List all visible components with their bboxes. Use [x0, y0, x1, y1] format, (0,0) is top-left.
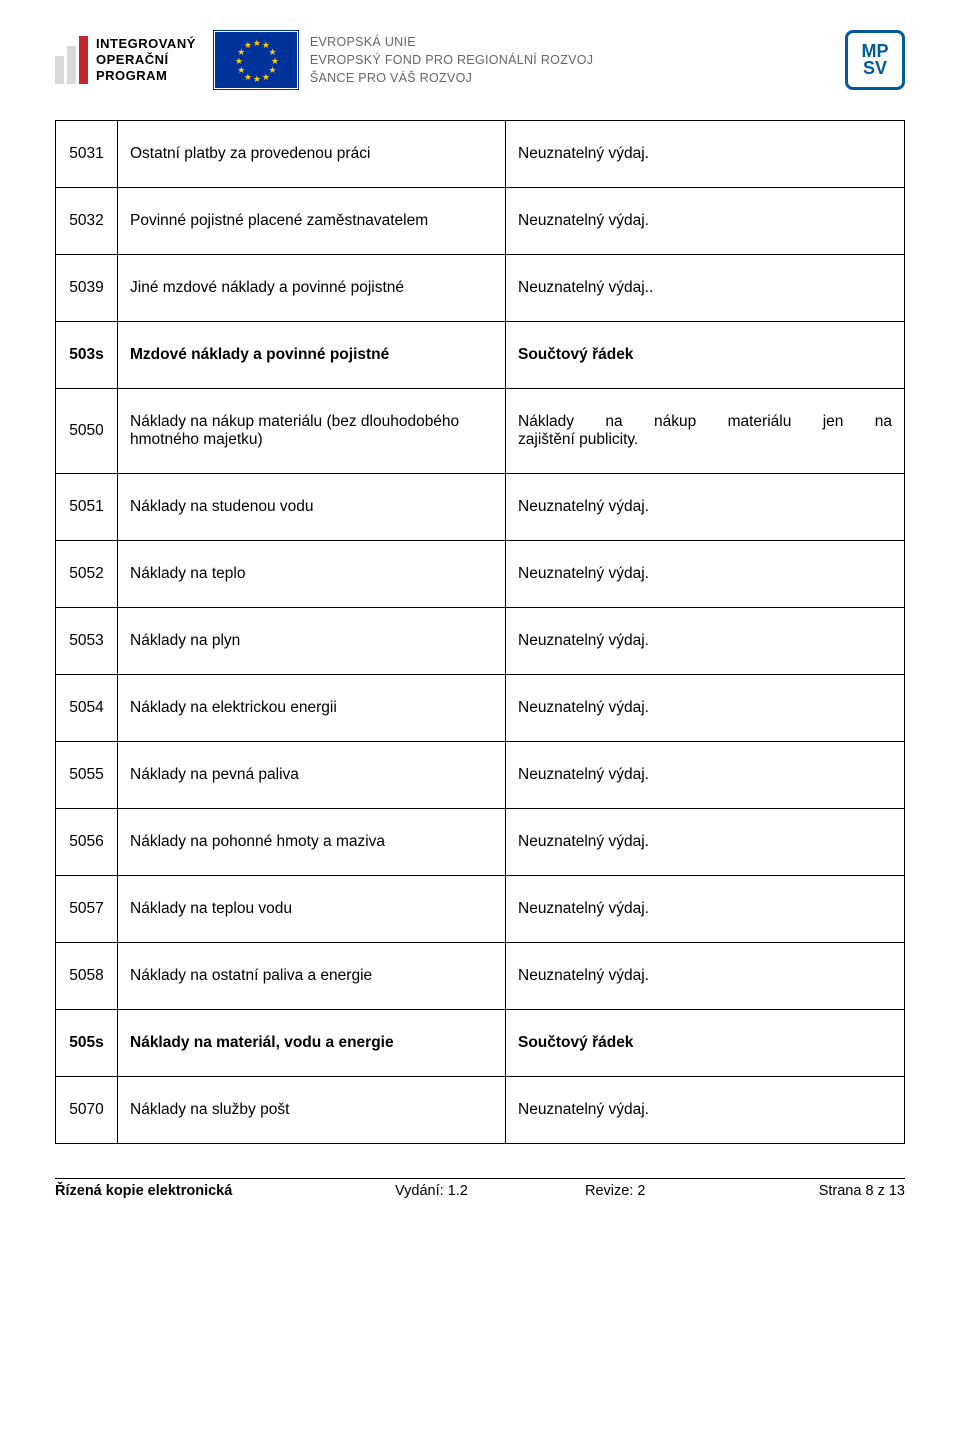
table-row: 5070Náklady na služby poštNeuznatelný vý… — [56, 1077, 905, 1144]
row-name: Náklady na služby pošt — [118, 1077, 506, 1144]
row-code: 5051 — [56, 474, 118, 541]
row-code: 5053 — [56, 608, 118, 675]
star-icon: ★ — [244, 40, 252, 51]
row-note: Neuznatelný výdaj. — [506, 742, 905, 809]
row-note: Neuznatelný výdaj. — [506, 121, 905, 188]
row-code: 5055 — [56, 742, 118, 809]
mpsv-text: MP SV — [862, 43, 889, 77]
row-name: Náklady na teplou vodu — [118, 876, 506, 943]
table-row: 5031Ostatní platby za provedenou práciNe… — [56, 121, 905, 188]
table-row: 5053Náklady na plynNeuznatelný výdaj. — [56, 608, 905, 675]
row-name: Náklady na pohonné hmoty a maziva — [118, 809, 506, 876]
row-name: Náklady na teplo — [118, 541, 506, 608]
row-name: Jiné mzdové náklady a povinné pojistné — [118, 255, 506, 322]
row-code: 503s — [56, 322, 118, 389]
row-note: Neuznatelný výdaj. — [506, 608, 905, 675]
row-note: Neuznatelný výdaj.. — [506, 255, 905, 322]
row-code: 5054 — [56, 675, 118, 742]
footer: Řízená kopie elektronická Vydání: 1.2 Re… — [55, 1179, 905, 1199]
iop-bars-icon — [55, 36, 88, 84]
table-row: 5032Povinné pojistné placené zaměstnavat… — [56, 188, 905, 255]
star-icon: ★ — [253, 38, 261, 49]
row-note: Neuznatelný výdaj. — [506, 188, 905, 255]
row-note: Neuznatelný výdaj. — [506, 809, 905, 876]
table-row: 503sMzdové náklady a povinné pojistnéSou… — [56, 322, 905, 389]
row-code: 5052 — [56, 541, 118, 608]
footer-doc-type: Řízená kopie elektronická — [55, 1183, 395, 1199]
row-note: Součtový řádek — [506, 1010, 905, 1077]
row-note: Neuznatelný výdaj. — [506, 943, 905, 1010]
row-note: Náklady na nákup materiálu jen nazajiště… — [506, 389, 905, 474]
row-code: 5039 — [56, 255, 118, 322]
table-row: 5056Náklady na pohonné hmoty a mazivaNeu… — [56, 809, 905, 876]
row-name: Povinné pojistné placené zaměstnavatelem — [118, 188, 506, 255]
iop-bar — [55, 56, 64, 84]
row-name: Náklady na pevná paliva — [118, 742, 506, 809]
footer-edition: Vydání: 1.2 — [395, 1183, 585, 1199]
table-row: 505sNáklady na materiál, vodu a energieS… — [56, 1010, 905, 1077]
eu-line3: ŠANCE PRO VÁŠ ROZVOJ — [310, 69, 593, 87]
footer-revision: Revize: 2 — [585, 1183, 755, 1199]
logo-mpsv: MP SV — [845, 30, 905, 90]
row-code: 5057 — [56, 876, 118, 943]
row-note: Neuznatelný výdaj. — [506, 1077, 905, 1144]
row-name: Ostatní platby za provedenou práci — [118, 121, 506, 188]
row-note: Neuznatelný výdaj. — [506, 675, 905, 742]
table-row: 5055Náklady na pevná palivaNeuznatelný v… — [56, 742, 905, 809]
row-code: 505s — [56, 1010, 118, 1077]
table-row: 5054Náklady na elektrickou energiiNeuzna… — [56, 675, 905, 742]
row-code: 5032 — [56, 188, 118, 255]
eu-line2: EVROPSKÝ FOND PRO REGIONÁLNÍ ROZVOJ — [310, 51, 593, 69]
eu-text: EVROPSKÁ UNIE EVROPSKÝ FOND PRO REGIONÁL… — [310, 33, 593, 87]
row-note: Neuznatelný výdaj. — [506, 541, 905, 608]
row-name: Náklady na elektrickou energii — [118, 675, 506, 742]
iop-text: INTEGROVANÝ OPERAČNÍ PROGRAM — [96, 36, 196, 85]
table-row: 5057Náklady na teplou voduNeuznatelný vý… — [56, 876, 905, 943]
row-name: Náklady na studenou vodu — [118, 474, 506, 541]
header-logos: INTEGROVANÝ OPERAČNÍ PROGRAM ★★★★★★★★★★★… — [55, 30, 905, 90]
row-code: 5031 — [56, 121, 118, 188]
row-code: 5050 — [56, 389, 118, 474]
row-code: 5058 — [56, 943, 118, 1010]
eu-flag-icon: ★★★★★★★★★★★★ — [214, 31, 298, 89]
iop-line1: INTEGROVANÝ — [96, 36, 196, 52]
row-note: Neuznatelný výdaj. — [506, 876, 905, 943]
row-name: Náklady na nákup materiálu (bez dlouhodo… — [118, 389, 506, 474]
table-row: 5058Náklady na ostatní paliva a energieN… — [56, 943, 905, 1010]
logo-eu: ★★★★★★★★★★★★ EVROPSKÁ UNIE EVROPSKÝ FOND… — [214, 31, 593, 89]
logo-iop: INTEGROVANÝ OPERAČNÍ PROGRAM — [55, 36, 196, 85]
table-row: 5052Náklady na teploNeuznatelný výdaj. — [56, 541, 905, 608]
eu-line1: EVROPSKÁ UNIE — [310, 33, 593, 51]
iop-bar — [79, 36, 88, 84]
table-row: 5050Náklady na nákup materiálu (bez dlou… — [56, 389, 905, 474]
row-code: 5070 — [56, 1077, 118, 1144]
row-name: Náklady na plyn — [118, 608, 506, 675]
table-row: 5039Jiné mzdové náklady a povinné pojist… — [56, 255, 905, 322]
star-icon: ★ — [253, 74, 261, 85]
row-code: 5056 — [56, 809, 118, 876]
row-name: Mzdové náklady a povinné pojistné — [118, 322, 506, 389]
expense-table: 5031Ostatní platby za provedenou práciNe… — [55, 120, 905, 1144]
row-note: Neuznatelný výdaj. — [506, 474, 905, 541]
iop-line3: PROGRAM — [96, 68, 196, 84]
star-icon: ★ — [262, 72, 270, 83]
iop-bar — [67, 46, 76, 84]
row-name: Náklady na materiál, vodu a energie — [118, 1010, 506, 1077]
iop-line2: OPERAČNÍ — [96, 52, 196, 68]
table-row: 5051Náklady na studenou voduNeuznatelný … — [56, 474, 905, 541]
page: INTEGROVANÝ OPERAČNÍ PROGRAM ★★★★★★★★★★★… — [0, 0, 960, 1219]
row-name: Náklady na ostatní paliva a energie — [118, 943, 506, 1010]
footer-page: Strana 8 z 13 — [819, 1183, 905, 1199]
row-note: Součtový řádek — [506, 322, 905, 389]
